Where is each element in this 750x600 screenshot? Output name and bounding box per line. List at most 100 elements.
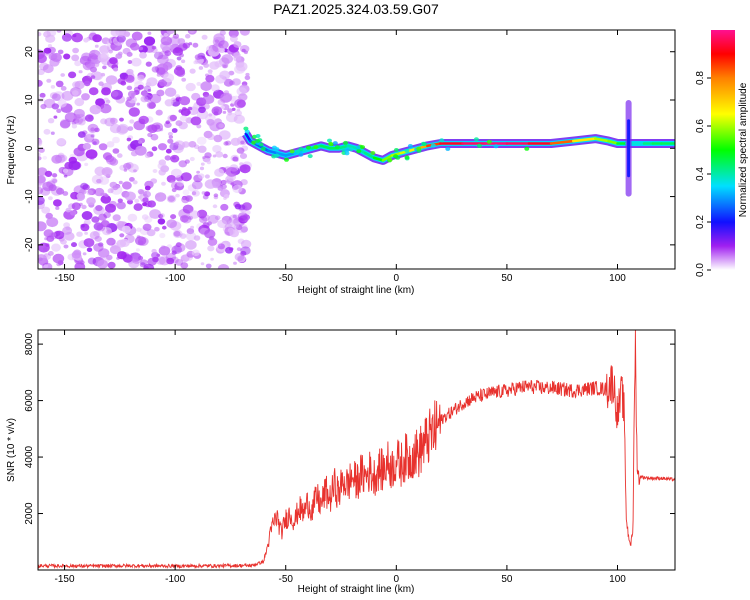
noise-speckle <box>166 257 175 265</box>
noise-speckle <box>98 213 107 221</box>
noise-speckle <box>126 85 133 91</box>
noise-speckle <box>167 195 175 202</box>
noise-speckle <box>229 80 235 86</box>
noise-speckle <box>109 245 121 255</box>
noise-speckle <box>222 153 228 159</box>
noise-speckle <box>43 50 51 56</box>
noise-speckle <box>214 60 223 68</box>
noise-speckle <box>38 68 45 76</box>
noise-speckle <box>146 101 156 110</box>
noise-speckle <box>68 160 81 171</box>
noise-speckle <box>225 140 232 146</box>
noise-speckle <box>197 145 207 153</box>
noise-speckle <box>182 189 190 196</box>
tone-track-blob <box>404 148 410 153</box>
noise-speckle <box>158 246 171 256</box>
noise-speckle <box>55 206 60 210</box>
noise-speckle <box>50 131 55 135</box>
noise-speckle <box>57 260 64 266</box>
tone-track-blob <box>473 137 479 142</box>
noise-speckle <box>71 202 81 211</box>
tone-track-blob <box>393 148 399 152</box>
noise-speckle <box>52 173 58 178</box>
noise-speckle <box>238 217 244 222</box>
noise-speckle <box>160 165 170 173</box>
noise-speckle <box>151 248 157 254</box>
tone-track-blob <box>255 134 261 138</box>
noise-speckle <box>154 226 160 232</box>
noise-speckle <box>109 123 122 134</box>
noise-speckle <box>236 147 245 154</box>
noise-speckle <box>237 255 246 263</box>
noise-speckle <box>43 98 56 109</box>
noise-speckle <box>39 92 46 98</box>
noise-speckle <box>155 109 163 116</box>
noise-speckle <box>221 54 233 64</box>
tone-track-blob <box>306 145 311 150</box>
noise-speckle <box>117 153 123 158</box>
snr-y-tick-label: 8000 <box>24 333 35 356</box>
noise-speckle <box>86 197 96 206</box>
tone-track-blob <box>243 126 249 131</box>
noise-speckle <box>105 203 116 213</box>
noise-speckle <box>76 231 83 237</box>
spectrogram-x-ticks: -150 -100 -50 0 50 100 <box>55 30 626 284</box>
noise-speckle <box>159 213 165 218</box>
noise-speckle <box>191 249 200 257</box>
noise-speckle <box>223 194 230 199</box>
noise-speckle <box>156 73 161 77</box>
noise-speckle <box>113 67 119 72</box>
colorbar-tick-label: 0.2 <box>695 215 706 229</box>
noise-speckle <box>224 228 234 237</box>
noise-speckle <box>61 33 72 42</box>
figure-title: PAZ1.2025.324.03.59.G07 <box>273 1 439 17</box>
noise-speckle <box>208 72 213 75</box>
noise-speckle <box>240 250 247 256</box>
noise-speckle <box>89 231 100 240</box>
noise-speckle <box>137 189 144 195</box>
noise-speckle <box>171 181 181 190</box>
noise-speckle <box>215 151 224 158</box>
snr-panel: -150 -100 -50 0 50 100 2000 4000 6000 8000 Heigh… <box>6 329 676 595</box>
spectrogram-x-tick-label: -50 <box>278 273 293 284</box>
snr-x-tick-label: 100 <box>609 574 626 585</box>
noise-speckle <box>83 37 89 43</box>
noise-speckle <box>179 233 187 239</box>
noise-speckle <box>204 174 210 179</box>
noise-speckle <box>85 114 94 122</box>
noise-speckle <box>229 35 238 43</box>
tone-track-blob <box>344 148 350 153</box>
noise-speckle <box>126 86 131 90</box>
noise-speckle <box>148 201 155 207</box>
noise-speckle <box>130 42 140 51</box>
noise-speckle <box>204 229 216 239</box>
noise-speckle <box>112 136 120 144</box>
noise-speckle <box>123 162 132 170</box>
noise-speckle <box>133 203 143 211</box>
noise-speckle <box>147 31 152 35</box>
noise-speckle <box>119 233 125 238</box>
noise-speckle <box>200 162 205 166</box>
noise-speckle <box>164 50 172 57</box>
noise-speckle <box>63 222 70 228</box>
noise-speckle <box>207 237 218 246</box>
noise-speckle <box>204 152 212 159</box>
noise-speckle <box>131 92 135 96</box>
noise-speckle <box>48 251 54 256</box>
noise-speckle <box>39 62 49 71</box>
tone-track-segment <box>319 144 332 150</box>
noise-speckle <box>185 82 196 92</box>
noise-speckle <box>175 193 180 198</box>
tone-track-blob <box>416 146 422 151</box>
noise-speckle <box>176 180 184 187</box>
noise-speckle <box>38 156 42 161</box>
noise-speckle <box>51 243 61 252</box>
noise-speckle <box>212 204 218 209</box>
noise-speckle <box>64 231 75 241</box>
noise-speckle <box>233 114 245 124</box>
noise-speckle <box>131 255 143 264</box>
noise-speckle <box>186 228 195 235</box>
noise-speckle <box>78 119 86 126</box>
noise-speckle <box>127 126 134 131</box>
noise-speckle <box>127 60 133 64</box>
